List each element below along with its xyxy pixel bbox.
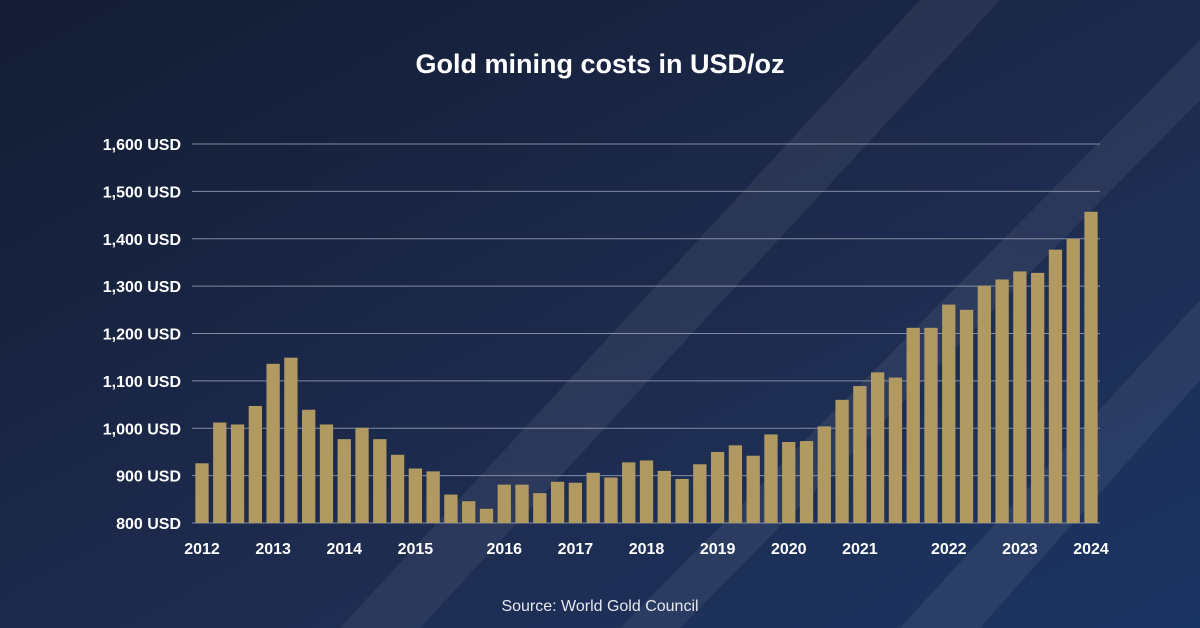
bar: [817, 426, 831, 523]
y-tick-label: 1,300 USD: [103, 279, 181, 296]
bar: [799, 441, 814, 523]
x-tick-label: 2021: [842, 541, 878, 558]
x-tick-label: 2013: [255, 541, 291, 558]
bar: [782, 441, 796, 523]
x-tick-label: 2014: [326, 541, 362, 558]
bar: [977, 285, 991, 523]
x-tick-label: 2020: [771, 541, 807, 558]
bar: [533, 493, 547, 523]
bar: [835, 399, 849, 523]
bar: [479, 508, 494, 523]
x-tick-label: 2016: [486, 541, 522, 558]
bar: [870, 372, 885, 523]
x-tick-label: 2015: [398, 541, 434, 558]
bar: [639, 460, 654, 523]
bar: [302, 409, 316, 523]
chart-title: Gold mining costs in USD/oz: [415, 49, 784, 79]
y-tick-label: 1,000 USD: [103, 421, 181, 438]
bar: [497, 484, 511, 523]
bar: [248, 405, 262, 523]
bar: [746, 455, 760, 523]
bar: [675, 478, 689, 523]
bar: [1048, 249, 1063, 524]
bar: [710, 451, 725, 523]
x-tick-label: 2012: [184, 541, 220, 558]
bar: [390, 454, 405, 523]
x-tick-label: 2017: [558, 541, 594, 558]
bar: [568, 482, 583, 523]
bar: [373, 439, 387, 523]
bar: [284, 357, 298, 523]
bar: [728, 445, 743, 523]
x-tick-label: 2019: [700, 541, 736, 558]
bar: [693, 464, 707, 523]
x-tick-label: 2024: [1073, 541, 1109, 558]
y-tick-label: 1,500 USD: [103, 184, 181, 201]
bar: [942, 304, 956, 523]
bar: [1066, 238, 1080, 523]
bar: [657, 470, 671, 523]
bar: [622, 462, 636, 523]
bar: [1013, 271, 1027, 523]
bar: [1031, 272, 1045, 523]
bar: [426, 471, 440, 523]
bar: [604, 477, 618, 523]
bar: [906, 327, 920, 523]
bar: [888, 377, 903, 523]
bar: [444, 494, 458, 523]
bar: [266, 363, 280, 523]
bar: [550, 481, 565, 523]
bar: [586, 472, 600, 523]
y-tick-label: 1,100 USD: [103, 374, 181, 391]
bar: [853, 386, 867, 523]
y-tick-label: 1,200 USD: [103, 327, 181, 344]
bar: [213, 422, 227, 523]
bar: [319, 424, 334, 523]
x-tick-label: 2023: [1002, 541, 1038, 558]
y-tick-label: 1,400 USD: [103, 232, 181, 249]
bar: [337, 439, 351, 523]
y-tick-label: 800 USD: [116, 516, 181, 533]
bar: [924, 327, 938, 523]
bar: [462, 501, 476, 523]
y-tick-label: 1,600 USD: [103, 137, 181, 154]
bar: [764, 434, 778, 523]
x-tick-label: 2018: [629, 541, 665, 558]
bar: [995, 279, 1009, 523]
y-tick-label: 900 USD: [116, 469, 181, 486]
bar: [195, 463, 209, 523]
bar: [355, 427, 369, 523]
source-note: Source: World Gold Council: [501, 598, 698, 615]
bar: [515, 484, 529, 523]
bar: [1084, 211, 1098, 523]
bar: [230, 424, 245, 523]
bar: [959, 309, 974, 523]
x-tick-label: 2022: [931, 541, 967, 558]
bar: [408, 468, 423, 523]
